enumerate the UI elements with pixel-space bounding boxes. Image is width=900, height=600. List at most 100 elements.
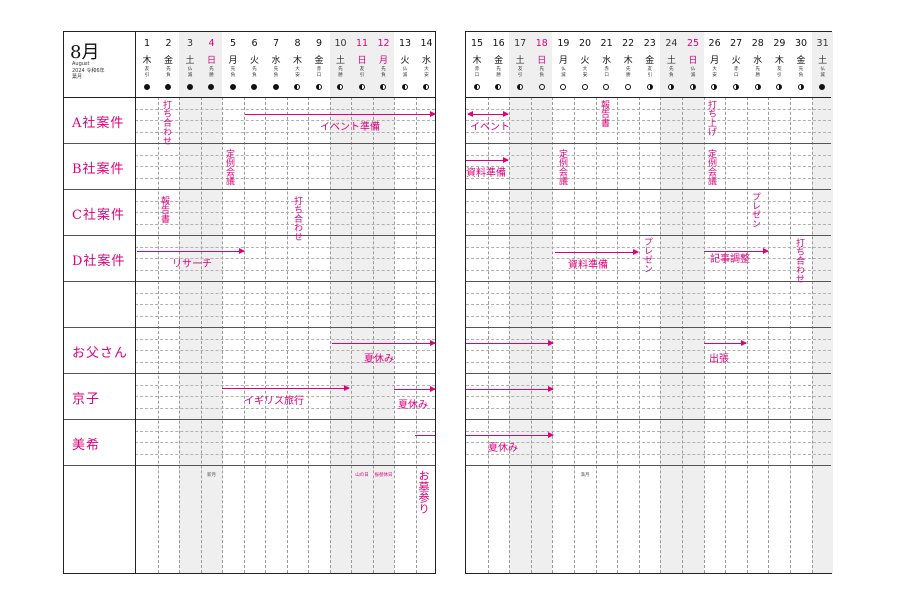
moon-phase-icon <box>689 84 696 90</box>
right-header <box>466 32 831 98</box>
weekday-label: 木 <box>623 56 633 66</box>
arrow-a-event-junbi <box>245 110 436 117</box>
sub-line <box>466 120 831 121</box>
day-number: 3 <box>186 38 194 49</box>
weekday-label: 水 <box>421 56 431 66</box>
day-divider <box>660 97 662 573</box>
sub-line <box>135 246 435 248</box>
arrow-b-shiryo <box>466 156 509 163</box>
day-number: 7 <box>272 38 280 49</box>
moon-phase-icon <box>251 84 258 90</box>
weekend-column-shade <box>329 32 351 573</box>
sub-line <box>135 212 435 213</box>
day-divider <box>790 97 791 573</box>
weekday-label: 日 <box>688 56 698 66</box>
holiday-label: 山の日 <box>355 473 369 478</box>
weekday-label: 水 <box>602 56 612 66</box>
rokuyo-label: 大安 <box>582 67 588 78</box>
sub-line <box>466 200 831 202</box>
note-kyoko-igirisu: イギリス旅行 <box>244 396 304 407</box>
sub-line <box>135 338 435 340</box>
note-b-teirei-mid: 定例会議 <box>557 149 567 185</box>
weekday-label: 木 <box>292 56 302 66</box>
day-divider <box>329 97 331 573</box>
category-label: B社案件 <box>72 162 125 177</box>
section-line <box>64 281 435 282</box>
arrow-d-research <box>137 247 245 254</box>
rokuyo-label: 大安 <box>712 67 717 78</box>
day-divider <box>179 97 180 573</box>
arrow-father-natsuyasumi-right <box>466 339 554 346</box>
left-header: 8月 August 2024 令和6年 葉月 <box>64 32 435 98</box>
note-miki-natsuyasumi: 夏休み <box>488 443 518 454</box>
sub-line <box>135 350 435 351</box>
day-number: 6 <box>251 38 258 49</box>
category-label: 京子 <box>72 392 101 407</box>
sub-line <box>135 384 435 386</box>
sub-line <box>135 200 435 202</box>
rokuyo-label: 大安 <box>424 67 429 78</box>
day-divider <box>200 97 202 573</box>
arrow-d-shiryo <box>555 248 639 255</box>
moon-phase-icon <box>423 84 430 90</box>
sub-line <box>135 258 435 259</box>
sub-line <box>466 304 831 305</box>
sub-line <box>466 396 831 397</box>
rokuyo-label: 赤口 <box>733 67 739 78</box>
sub-line <box>466 430 831 432</box>
rokuyo-label: 友引 <box>647 67 653 78</box>
moon-phase-icon <box>473 84 480 90</box>
moon-phase-icon <box>294 84 301 90</box>
category-label: D社案件 <box>72 254 126 269</box>
weekend-column-shade <box>509 32 531 573</box>
rokuyo-label: 仏滅 <box>690 67 696 78</box>
category-label: お父さん <box>72 346 129 361</box>
label-column-divider <box>135 32 136 573</box>
note-a-event-junbi: イベント準備 <box>320 122 380 133</box>
rokuyo-label: 先負 <box>273 67 279 78</box>
day-number: 20 <box>578 38 592 49</box>
weekend-column-shade <box>660 32 682 573</box>
sub-line <box>466 442 831 443</box>
day-number: 14 <box>420 38 433 49</box>
rokuyo-label: 大安 <box>295 67 300 78</box>
note-c-uchiawase: 打ち合わせ <box>292 196 302 241</box>
day-divider <box>617 97 619 573</box>
moon-phase-icon <box>797 84 804 90</box>
day-divider <box>286 97 288 573</box>
moon-phase-icon <box>560 84 567 90</box>
day-divider <box>487 97 489 573</box>
moon-phase-icon <box>315 84 322 90</box>
rokuyo-label: 先負 <box>798 67 804 78</box>
moon-phase-icon <box>625 84 631 90</box>
rokuyo-label: 先勝 <box>625 67 631 78</box>
section-line <box>64 419 435 420</box>
note-d-research: リサーチ <box>172 259 212 270</box>
section-line <box>64 235 435 236</box>
day-number: 28 <box>751 38 764 49</box>
day-number: 13 <box>398 38 412 49</box>
weekday-label: 日 <box>537 56 547 66</box>
note-a-uchiage: 打ち上げ <box>706 100 716 136</box>
day-divider <box>394 97 395 573</box>
moon-phase-icon <box>646 84 653 90</box>
section-line <box>466 235 831 236</box>
section-line <box>466 143 831 144</box>
day-number: 23 <box>643 38 656 49</box>
day-divider <box>530 97 532 573</box>
sub-line <box>135 292 435 294</box>
sub-line <box>135 430 435 432</box>
moon-phase-icon <box>581 84 588 90</box>
moon-phase-icon <box>229 84 236 90</box>
weekend-column-shade <box>682 32 704 573</box>
weekday-label: 土 <box>818 56 828 66</box>
day-number: 21 <box>600 38 613 49</box>
note-c-presen: プレゼン <box>750 192 760 228</box>
arrow-miki-natsuyasumi <box>466 431 554 438</box>
rokuyo-label: 仏滅 <box>187 67 193 78</box>
note-kyoko-natsuyasumi: 夏休み <box>398 400 428 411</box>
sub-line <box>466 350 831 351</box>
moon-phase-icon <box>603 84 610 90</box>
sub-line <box>135 177 435 179</box>
section-line <box>64 143 435 144</box>
